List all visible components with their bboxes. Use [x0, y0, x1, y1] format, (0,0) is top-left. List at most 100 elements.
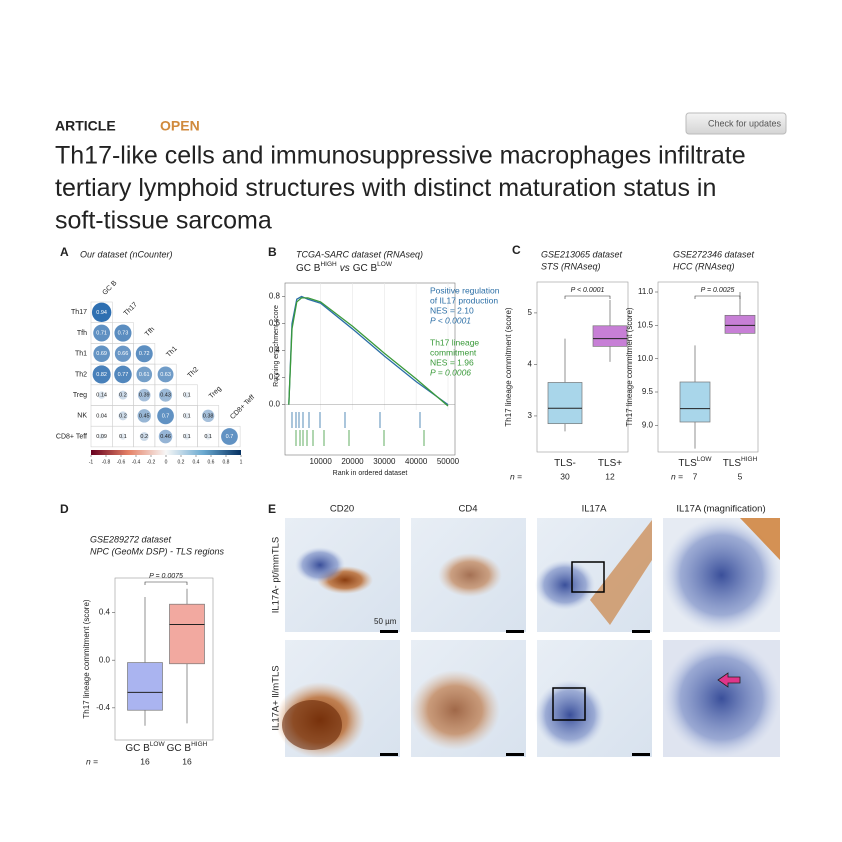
label: C — [512, 243, 521, 257]
colorbar-label: 0 — [165, 459, 168, 465]
corr-value: 0.71 — [96, 331, 107, 337]
stain — [535, 560, 595, 610]
y-tick-label: 10.0 — [637, 354, 653, 363]
colorbar-label: -1 — [89, 459, 94, 465]
label-base: TLS — [678, 458, 697, 469]
corr-circle — [99, 413, 104, 418]
annotation: P = 0.0006 — [430, 367, 471, 377]
enrichment-line — [288, 295, 449, 406]
n-label: 7 — [693, 471, 698, 481]
corr-circle — [183, 391, 191, 399]
corr-circle — [98, 433, 105, 440]
y-tick-label: 0.0 — [269, 400, 281, 409]
column-label: CD20 — [330, 504, 354, 515]
label: ARTICLE — [55, 118, 116, 134]
category-label: TLS- — [554, 458, 576, 469]
corr-value: 0.14 — [96, 393, 107, 399]
corr-value: 0.7 — [162, 413, 170, 419]
title: tertiary lymphoid structures with distin… — [55, 174, 716, 202]
scale-bar — [380, 753, 398, 756]
colorbar-label: 0.6 — [208, 459, 215, 465]
p-value: P < 0.0001 — [571, 287, 605, 294]
column-label: IL17A — [582, 504, 607, 515]
corr-circle — [183, 412, 191, 420]
corr-value: 0.09 — [96, 434, 107, 440]
p-value: P = 0.0075 — [149, 573, 183, 580]
corr-circle — [114, 345, 132, 362]
box — [169, 603, 205, 665]
corr-circle — [136, 366, 153, 383]
colorbar-label: -0.8 — [102, 459, 111, 465]
corr-value: 0.04 — [96, 413, 107, 419]
corr-circle — [135, 345, 153, 363]
label: OPEN — [160, 118, 200, 134]
stain — [410, 670, 500, 750]
y-tick-label: 5 — [528, 308, 533, 317]
x-tick-label: 50000 — [437, 457, 460, 466]
stain — [590, 520, 652, 625]
corr-circle — [138, 388, 151, 402]
label-sup: HIGH — [320, 261, 337, 268]
n-label: n = — [510, 471, 522, 481]
n-label: n = — [86, 756, 98, 766]
annotation: of IL17 production — [430, 295, 498, 305]
corr-value: 0.7 — [226, 434, 234, 440]
annotation: P < 0.0001 — [430, 315, 471, 325]
annotation: commitment — [430, 347, 477, 357]
colorbar — [91, 450, 241, 455]
column-label: IL17A (magnification) — [676, 504, 765, 515]
colorbar-label: -0.4 — [132, 459, 141, 465]
scale-bar — [506, 753, 524, 756]
corr-circle — [91, 302, 112, 323]
label: GSE272346 dataset — [673, 249, 755, 259]
label-base: GC B — [125, 743, 150, 754]
label-base: vs — [340, 263, 350, 274]
category-label: TLS+ — [598, 458, 622, 469]
label: Our dataset (nCounter) — [80, 249, 173, 259]
button-label: Check for updates — [708, 118, 782, 128]
corr-value: 0.45 — [139, 413, 150, 419]
category-label: GC BHIGH — [167, 741, 208, 754]
check-updates-button[interactable] — [685, 112, 787, 135]
box — [724, 314, 756, 334]
stain — [663, 640, 780, 757]
annotation: NES = 1.96 — [430, 357, 474, 367]
label-base: TLS+ — [598, 458, 622, 469]
plot-frame — [657, 281, 759, 453]
corr-circle — [114, 324, 132, 342]
colorbar-label: 1 — [240, 459, 243, 465]
p-bracket — [144, 581, 188, 585]
corr-circle — [204, 433, 212, 440]
label-base: GC B — [296, 263, 321, 274]
y-tick-label: 0.2 — [269, 373, 281, 382]
cell — [218, 425, 241, 448]
y-tick-label: 0.6 — [269, 319, 281, 328]
annotation: Positive regulation — [430, 285, 500, 295]
corr-value: 0.2 — [140, 434, 148, 440]
corr-circle — [157, 366, 174, 383]
row-label: Th2 — [75, 371, 87, 378]
row-label: Treg — [73, 392, 87, 399]
y-tick-label: 3 — [528, 411, 533, 420]
box — [592, 325, 628, 347]
corr-value: 0.69 — [96, 351, 107, 357]
corr-circle — [118, 390, 128, 400]
scale-bar — [506, 630, 524, 633]
corr-value: 0.73 — [118, 331, 129, 337]
corr-circle — [139, 432, 149, 442]
box — [679, 381, 711, 423]
n-label: 16 — [182, 756, 192, 766]
row-label: Th17 — [71, 309, 87, 316]
corr-value: 0.1 — [183, 434, 191, 440]
corr-value: 0.82 — [96, 372, 107, 378]
corr-circle — [93, 345, 110, 363]
annotation: NES = 2.10 — [430, 305, 474, 315]
corr-value: 0.39 — [139, 393, 150, 399]
y-tick-label: 4 — [528, 360, 533, 369]
label-base: TLS- — [554, 458, 576, 469]
box — [127, 662, 163, 711]
y-axis-label: Th17 lineage commitment (score) — [504, 307, 513, 426]
row-label: CD8+ Teff — [56, 433, 87, 440]
colorbar-label: 0.4 — [193, 459, 200, 465]
corr-value: 0.1 — [204, 434, 212, 440]
